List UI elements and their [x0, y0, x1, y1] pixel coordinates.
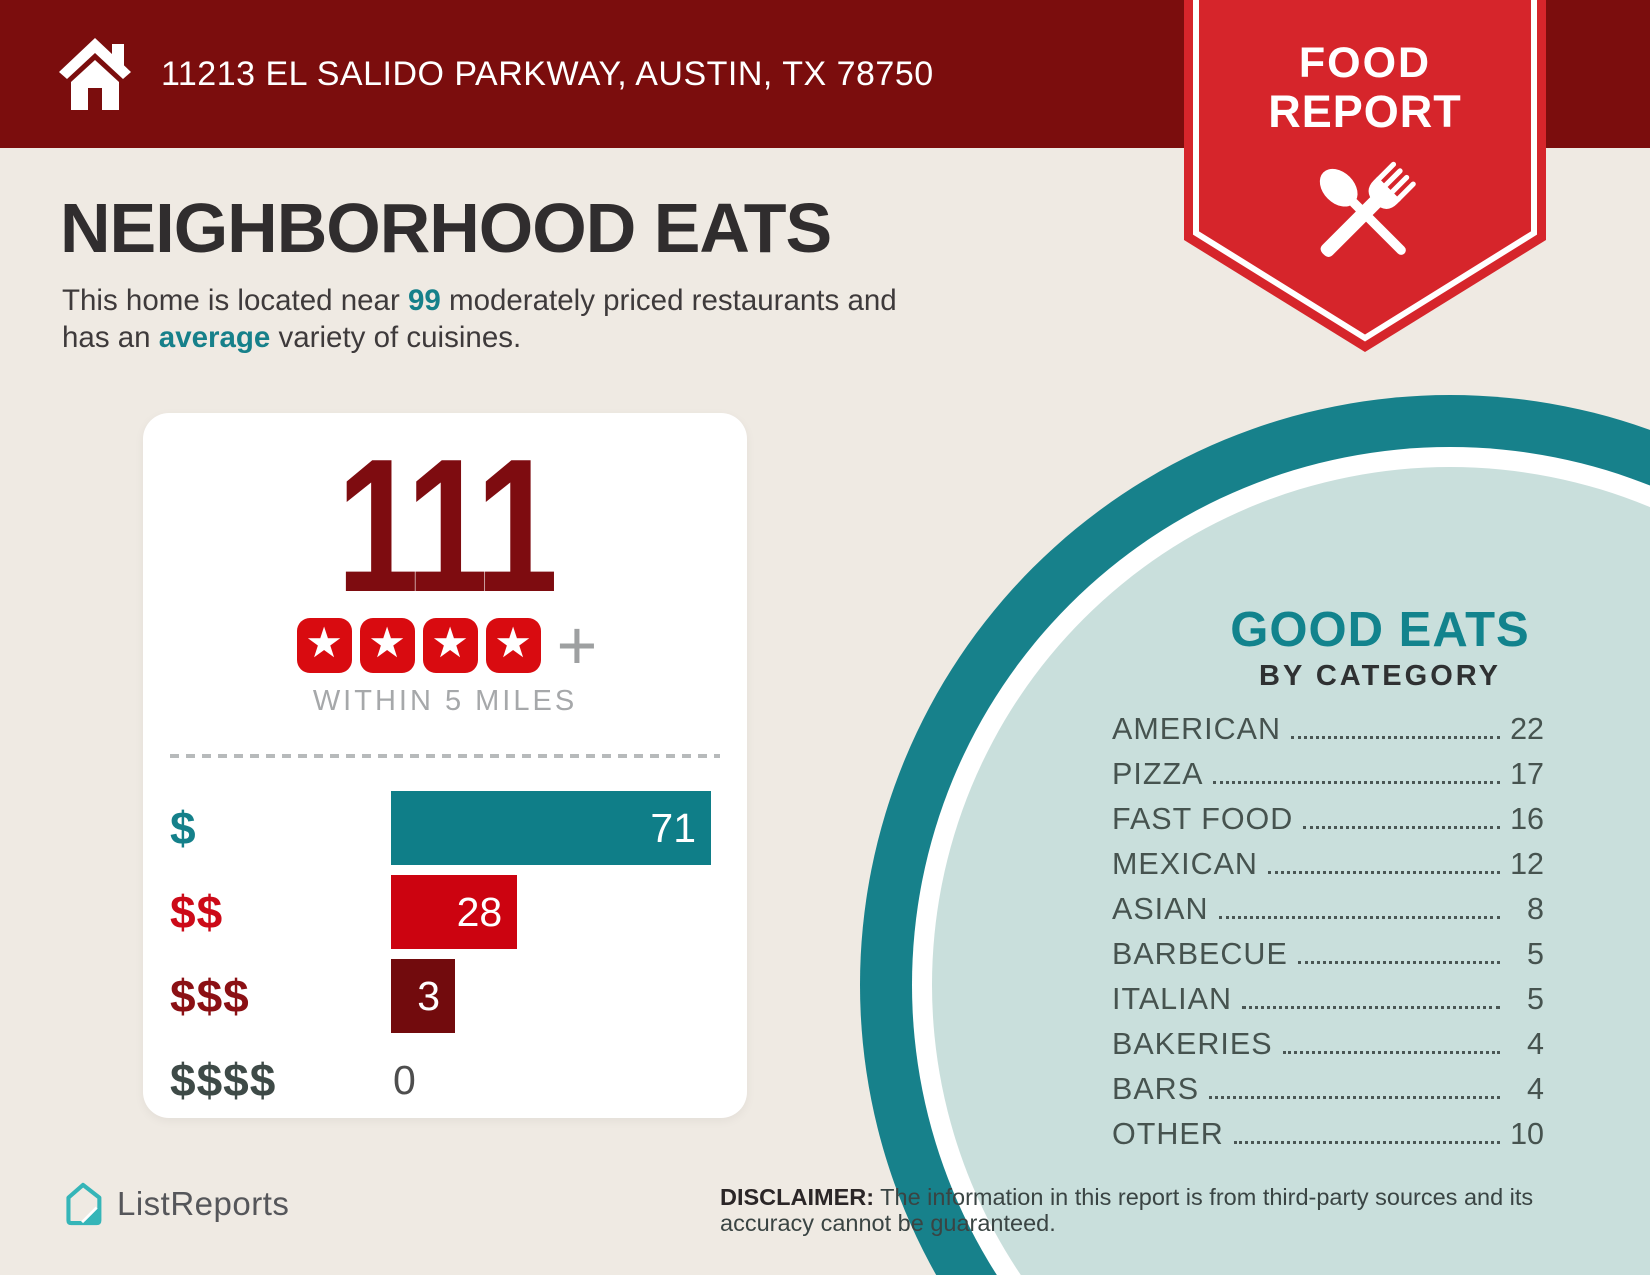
subtitle-line-2: has an average variety of cuisines. — [62, 319, 897, 356]
category-row: BAKERIES 4 — [1112, 1027, 1544, 1072]
category-label: ITALIAN — [1112, 982, 1232, 1016]
category-row: AMERICAN 22 — [1112, 712, 1544, 757]
restaurant-count-highlight: 99 — [407, 284, 441, 317]
dotted-leader — [1291, 736, 1500, 739]
variety-highlight: average — [158, 321, 271, 354]
dotted-leader — [1233, 1141, 1500, 1144]
category-value: 5 — [1527, 982, 1544, 1016]
price-row: $$ 28 — [170, 875, 720, 949]
price-level-label: $$$ — [170, 970, 250, 1022]
plus-icon: + — [556, 606, 598, 684]
price-row: $$$ 3 — [170, 959, 720, 1033]
ribbon-title-line1: FOOD — [1298, 39, 1432, 87]
subtitle-text: This home is located near — [62, 284, 408, 317]
category-row: ASIAN 8 — [1112, 892, 1544, 937]
bar-value: 28 — [456, 888, 503, 935]
star-icon: ★ — [485, 617, 541, 673]
dashed-divider — [170, 754, 720, 758]
listreports-house-icon — [66, 1182, 102, 1226]
category-row: BARBECUE 5 — [1112, 937, 1544, 982]
ribbon-banner-shape — [1184, 0, 1546, 352]
category-row: FAST FOOD 16 — [1112, 802, 1544, 847]
category-row: PIZZA 17 — [1112, 757, 1544, 802]
category-label: BARBECUE — [1112, 937, 1288, 971]
good-eats-subtitle: BY CATEGORY — [1259, 660, 1501, 692]
page-title: NEIGHBORHOOD EATS — [60, 189, 832, 267]
price-row: $71 — [170, 791, 720, 865]
category-value: 10 — [1510, 1117, 1544, 1151]
price-level-label: $ — [170, 802, 197, 854]
good-eats-title: GOOD EATS — [1230, 603, 1530, 657]
category-list: AMERICAN 22 PIZZA 17 FAST FOOD 16 MEXICAN 12 ASI… — [1112, 712, 1544, 1162]
subtitle-text: has an — [62, 321, 159, 354]
category-label: MEXICAN — [1112, 847, 1258, 881]
star-icon: ★ — [296, 617, 352, 673]
category-row: MEXICAN 12 — [1112, 847, 1544, 892]
restaurant-summary-card: 111 ★ ★ ★ ★ + WITHIN 5 MILES $71 $$ 28 $$$ 3 $$$$… — [143, 413, 747, 1118]
category-label: OTHER — [1112, 1117, 1224, 1151]
dotted-leader — [1282, 1051, 1500, 1054]
star-glyph: ★ — [368, 619, 406, 666]
category-row: ITALIAN 5 — [1112, 982, 1544, 1027]
star-glyph: ★ — [431, 619, 469, 666]
dotted-leader — [1267, 871, 1500, 874]
category-value: 17 — [1510, 757, 1544, 791]
dotted-leader — [1303, 826, 1500, 829]
price-row: $$$$ 0 — [170, 1043, 720, 1117]
listreports-logo: ListReports — [63, 1182, 289, 1226]
category-label: ASIAN — [1112, 892, 1209, 926]
category-label: FAST FOOD — [1112, 802, 1294, 836]
category-label: BARS — [1112, 1072, 1200, 1106]
ribbon-title-line2: REPORT — [1268, 86, 1462, 138]
property-address: 11213 EL SALIDO PARKWAY, AUSTIN, TX 7875… — [161, 54, 934, 93]
dotted-leader — [1209, 1096, 1500, 1099]
bar-value: 71 — [650, 804, 696, 851]
crossed-spoon-fork-icon — [1319, 161, 1416, 257]
category-label: BAKERIES — [1112, 1027, 1273, 1061]
dotted-leader — [1242, 1006, 1500, 1009]
disclaimer: DISCLAIMER: The information in this repo… — [720, 1184, 1555, 1236]
price-level-label: $$$$ — [170, 1054, 277, 1106]
page-subtitle: This home is located near 99 moderately … — [62, 282, 897, 356]
category-label: AMERICAN — [1112, 712, 1281, 746]
category-value: 8 — [1527, 892, 1544, 926]
price-level-label: $$ — [170, 886, 224, 938]
price-count-bar: 3 — [391, 959, 455, 1033]
category-value: 5 — [1527, 937, 1544, 971]
listreports-logo-text: ListReports — [117, 1185, 290, 1222]
price-count-bar: 71 — [391, 791, 711, 865]
home-icon — [59, 38, 131, 110]
disclaimer-label: DISCLAIMER: — [720, 1184, 875, 1210]
total-restaurant-count: 111 — [336, 420, 559, 632]
star-glyph: ★ — [494, 619, 532, 666]
ribbon-title: FOOD REPORT — [1184, 39, 1546, 138]
category-label: PIZZA — [1112, 757, 1204, 791]
category-value: 16 — [1510, 802, 1544, 836]
star-icon: ★ — [359, 617, 415, 673]
food-report-ribbon: FOOD REPORT — [1184, 0, 1546, 354]
bar-value: 0 — [393, 1056, 416, 1103]
category-value: 4 — [1527, 1072, 1544, 1106]
category-value: 4 — [1527, 1027, 1544, 1061]
category-value: 12 — [1510, 847, 1544, 881]
category-row: BARS 4 — [1112, 1072, 1544, 1117]
dotted-leader — [1218, 916, 1500, 919]
category-value: 22 — [1510, 712, 1544, 746]
dotted-leader — [1297, 961, 1500, 964]
bar-value: 3 — [417, 972, 440, 1019]
radius-label: WITHIN 5 MILES — [312, 685, 578, 717]
star-icon: ★ — [422, 617, 478, 673]
disclaimer-text: The information in this report is from t… — [720, 1184, 1534, 1236]
dotted-leader — [1213, 781, 1500, 784]
category-row: OTHER 10 — [1112, 1117, 1544, 1162]
star-glyph: ★ — [305, 619, 343, 666]
subtitle-text: variety of cuisines. — [270, 321, 522, 354]
star-rating: ★ ★ ★ ★ + — [170, 606, 720, 684]
subtitle-line-1: This home is located near 99 moderately … — [62, 282, 897, 319]
price-count-bar: 28 — [391, 875, 518, 949]
subtitle-text: moderately priced restaurants and — [440, 284, 897, 317]
price-bar-rows: $71 $$ 28 $$$ 3 $$$$ 0 — [170, 791, 720, 1117]
